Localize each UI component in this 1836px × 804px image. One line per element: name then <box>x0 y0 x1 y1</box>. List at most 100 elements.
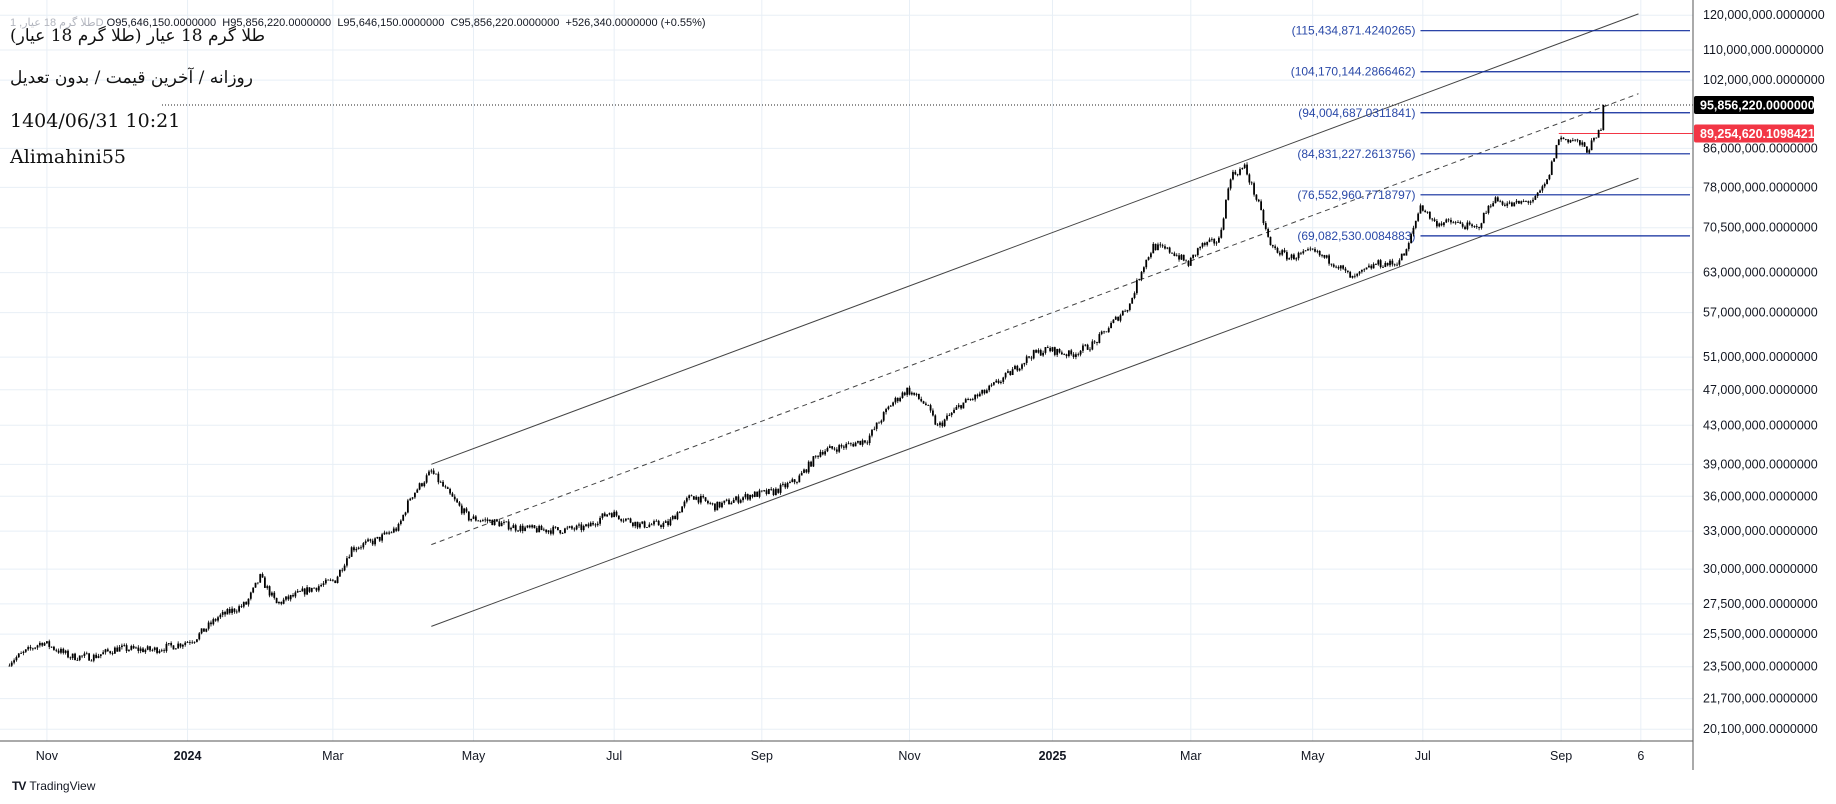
candle-body <box>606 514 609 517</box>
tradingview-branding[interactable]: TV TradingView <box>12 779 95 793</box>
fib-level-label: (94,004,687.0311841) <box>1298 106 1415 120</box>
candle-body <box>1058 348 1061 353</box>
candle-body <box>1433 219 1436 221</box>
candle-body <box>915 393 918 395</box>
candle-body <box>657 520 660 526</box>
candle-body <box>624 518 627 521</box>
candle-body <box>723 500 726 503</box>
candle-body <box>1503 204 1506 206</box>
last-price-tag: 95,856,220.0000000 <box>1700 98 1815 112</box>
candle-body <box>1028 356 1030 358</box>
candle-body <box>1363 269 1366 271</box>
candle-body <box>357 547 360 549</box>
candle-body <box>510 528 512 530</box>
candle-body <box>889 405 892 407</box>
candle-body <box>925 403 927 406</box>
candle-body <box>390 532 393 534</box>
close-value: C95,856,220.0000000 <box>450 17 560 29</box>
candle-body <box>435 473 437 475</box>
candle-body <box>153 647 156 650</box>
time-tick-label: May <box>462 749 486 763</box>
candle-body <box>383 532 386 535</box>
candle-body <box>158 651 161 653</box>
price-axis[interactable]: 120,000,000.0000000 110,000,000.0000000 10… <box>1703 8 1825 736</box>
candle-body <box>1482 212 1485 224</box>
candle-body <box>849 443 852 445</box>
candle-body <box>324 579 327 584</box>
candle-body <box>765 490 768 494</box>
candle-body <box>594 524 597 526</box>
candle-body <box>1257 199 1260 202</box>
candle-body <box>927 405 930 406</box>
candle-body <box>760 490 763 492</box>
candle-body <box>1009 371 1012 376</box>
candle-body <box>847 443 850 445</box>
candle-body <box>1030 357 1033 359</box>
candle-body <box>221 611 224 615</box>
candle-body <box>730 502 733 505</box>
candle-body <box>481 520 484 521</box>
candle-body <box>777 488 780 493</box>
candle-body <box>1274 246 1277 249</box>
candle-body <box>559 530 562 534</box>
time-axis[interactable]: Nov 2024 Mar May Jul Sep Nov 2025 Mar May Jul Sep 6 <box>36 749 1645 763</box>
candle-body <box>1525 201 1527 202</box>
candle-body <box>1398 260 1401 265</box>
candle-body <box>840 445 843 447</box>
candle-body <box>217 617 219 621</box>
candle-body <box>1445 219 1448 223</box>
candle-body <box>99 654 102 657</box>
candle-body <box>402 514 405 521</box>
candle-body <box>360 547 362 549</box>
candle-body <box>1091 341 1094 350</box>
candle-body <box>524 527 526 531</box>
fib-levels[interactable]: (115,434,871.4240265) (104,170,144.286646… <box>162 24 1693 243</box>
candle-body <box>210 622 212 625</box>
candle-body <box>997 380 1000 383</box>
candle-body <box>493 519 496 526</box>
candle-body <box>648 524 651 528</box>
candle-body <box>1480 223 1483 229</box>
time-tick-label: Mar <box>322 749 344 763</box>
candle-body <box>1297 252 1300 259</box>
candle-body <box>990 384 993 386</box>
candle-body <box>505 521 508 523</box>
regression-channel[interactable] <box>431 13 1639 627</box>
candle-body <box>826 448 829 452</box>
candle-body <box>585 524 587 526</box>
candle-body <box>1428 211 1431 219</box>
candle-body <box>580 524 583 531</box>
candle-body <box>1203 243 1206 245</box>
candle-body <box>842 446 845 448</box>
channel-middle-line <box>431 93 1639 546</box>
candle-body <box>266 586 269 588</box>
candle-body <box>892 402 894 406</box>
candle-body <box>608 513 611 515</box>
candle-body <box>186 642 189 643</box>
candle-body <box>1304 250 1307 252</box>
candle-body <box>512 525 515 529</box>
candle-body <box>683 501 686 507</box>
candle-body <box>252 587 255 593</box>
candle-body <box>1506 203 1509 206</box>
candle-body <box>1492 203 1495 207</box>
candle-body <box>1461 223 1464 227</box>
candle-body <box>1049 348 1052 352</box>
candle-body <box>812 456 815 467</box>
price-axis-bg[interactable] <box>1693 0 1836 741</box>
candle-body <box>573 528 576 530</box>
candle-body <box>831 446 834 449</box>
candle-body <box>1379 260 1382 268</box>
candle-body <box>1328 255 1330 264</box>
candle-body <box>1082 345 1084 351</box>
time-tick-label: 2024 <box>174 749 202 763</box>
candle-body <box>871 429 873 436</box>
candle-body <box>1353 275 1356 277</box>
candle-body <box>177 643 180 649</box>
candle-body <box>1161 245 1164 247</box>
candle-body <box>964 399 967 403</box>
candle-body <box>599 517 601 524</box>
candle-body <box>1107 328 1110 333</box>
candle-body <box>367 539 369 542</box>
